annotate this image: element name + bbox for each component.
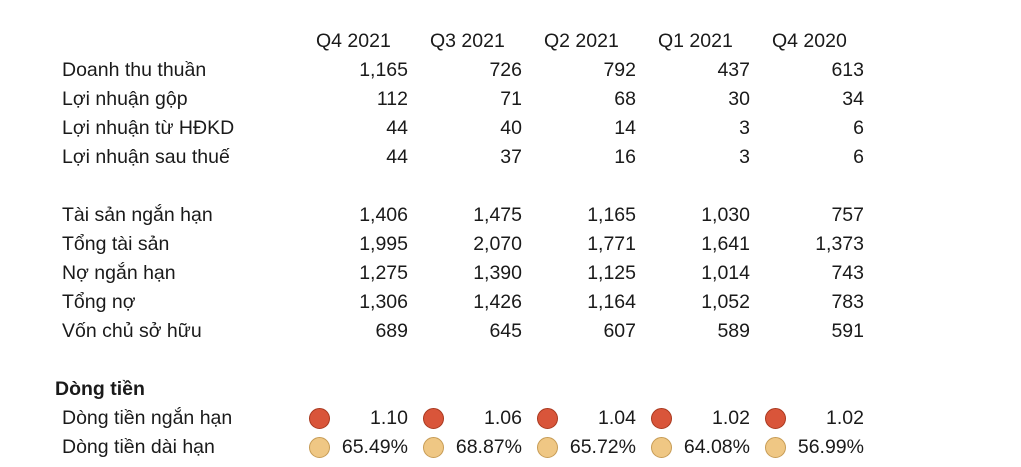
row-value: 3 [739, 117, 750, 139]
red-circle-icon [765, 408, 786, 429]
row-value: 783 [831, 291, 864, 313]
row-label: Tổng nợ [62, 291, 136, 313]
red-circle-icon [423, 408, 444, 429]
row-value: 2,070 [473, 233, 522, 255]
table-row: Vốn chủ sở hữu 689 645 607 589 591 [0, 317, 1021, 346]
row-value: 30 [728, 88, 750, 110]
row-value: 112 [376, 88, 408, 110]
row-value: 1,771 [587, 233, 636, 255]
row-value: 591 [831, 320, 864, 342]
row-value: 743 [831, 262, 864, 284]
row-value: 589 [717, 320, 750, 342]
row-value: 1,995 [359, 233, 408, 255]
tan-circle-icon [651, 437, 672, 458]
row-value: 1,030 [701, 204, 750, 226]
row-value: 64.08% [683, 436, 750, 458]
red-circle-icon [537, 408, 558, 429]
row-label: Dòng tiền ngắn hạn [62, 407, 233, 429]
row-value: 1,406 [359, 204, 408, 226]
row-value: 726 [489, 59, 522, 81]
row-value: 68 [614, 88, 636, 110]
section-header-row: Dòng tiền [0, 375, 1021, 404]
row-value: 68.87% [455, 436, 522, 458]
row-value: 1,641 [701, 233, 750, 255]
column-header: Q4 2021 [316, 30, 391, 52]
row-value: 34 [842, 88, 864, 110]
row-value: 65.72% [569, 436, 636, 458]
row-value: 645 [489, 320, 522, 342]
column-header: Q4 2020 [772, 30, 847, 52]
row-value: 613 [831, 59, 864, 81]
row-value: 1,165 [587, 204, 636, 226]
row-value: 792 [603, 59, 636, 81]
table-row: Dòng tiền dài hạn 65.49% 68.87% 65.72% 6… [0, 433, 1021, 462]
row-value: 1.10 [370, 407, 408, 429]
row-value: 1.02 [826, 407, 864, 429]
row-value: 44 [386, 146, 408, 168]
table-row: Nợ ngắn hạn 1,275 1,390 1,125 1,014 743 [0, 259, 1021, 288]
red-circle-icon [651, 408, 672, 429]
table-row: Dòng tiền ngắn hạn 1.10 1.06 1.04 1.02 1… [0, 404, 1021, 433]
row-value: 6 [853, 117, 864, 139]
row-label: Lợi nhuận gộp [62, 88, 188, 110]
row-value: 56.99% [797, 436, 864, 458]
row-value: 1.04 [598, 407, 636, 429]
row-value: 1,165 [359, 59, 408, 81]
column-header: Q2 2021 [544, 30, 619, 52]
row-value: 16 [614, 146, 636, 168]
row-value: 1.02 [712, 407, 750, 429]
row-value: 1,164 [587, 291, 636, 313]
row-label: Lợi nhuận sau thuế [62, 146, 230, 168]
table-row: Tài sản ngắn hạn 1,406 1,475 1,165 1,030… [0, 201, 1021, 230]
row-value: 1,426 [473, 291, 522, 313]
row-value: 437 [717, 59, 750, 81]
row-value: 1.06 [484, 407, 522, 429]
row-value: 3 [739, 146, 750, 168]
row-label: Dòng tiền dài hạn [62, 436, 215, 458]
row-value: 37 [500, 146, 522, 168]
tan-circle-icon [537, 437, 558, 458]
row-value: 40 [500, 117, 522, 139]
row-value: 6 [853, 146, 864, 168]
row-value: 689 [375, 320, 408, 342]
row-value: 1,052 [701, 291, 750, 313]
row-value: 14 [614, 117, 636, 139]
row-label: Nợ ngắn hạn [62, 262, 176, 284]
row-value: 1,475 [473, 204, 522, 226]
tan-circle-icon [309, 437, 330, 458]
row-value: 1,306 [359, 291, 408, 313]
row-value: 1,373 [815, 233, 864, 255]
table-row: Lợi nhuận từ HĐKD 44 40 14 3 6 [0, 114, 1021, 143]
row-value: 1,125 [587, 262, 636, 284]
tan-circle-icon [423, 437, 444, 458]
row-label: Tài sản ngắn hạn [62, 204, 213, 226]
row-label: Doanh thu thuần [62, 59, 207, 81]
table-row: Tổng nợ 1,306 1,426 1,164 1,052 783 [0, 288, 1021, 317]
row-label: Tổng tài sản [62, 233, 170, 255]
row-label: Vốn chủ sở hữu [62, 320, 202, 342]
header-row: Q4 2021 Q3 2021 Q2 2021 Q1 2021 Q4 2020 [0, 27, 1021, 56]
tan-circle-icon [765, 437, 786, 458]
table-row: Lợi nhuận sau thuế 44 37 16 3 6 [0, 143, 1021, 172]
row-value: 607 [603, 320, 636, 342]
column-header: Q3 2021 [430, 30, 505, 52]
table-row: Tổng tài sản 1,995 2,070 1,771 1,641 1,3… [0, 230, 1021, 259]
row-value: 71 [500, 88, 522, 110]
row-value: 1,275 [359, 262, 408, 284]
table-row: Lợi nhuận gộp 112 71 68 30 34 [0, 85, 1021, 114]
row-value: 1,014 [701, 262, 750, 284]
row-value: 757 [831, 204, 864, 226]
row-value: 1,390 [473, 262, 522, 284]
red-circle-icon [309, 408, 330, 429]
row-value: 65.49% [341, 436, 408, 458]
column-header: Q1 2021 [658, 30, 733, 52]
section-title: Dòng tiền [55, 378, 145, 400]
table-row: Doanh thu thuần 1,165 726 792 437 613 [0, 56, 1021, 85]
row-value: 44 [386, 117, 408, 139]
row-label: Lợi nhuận từ HĐKD [62, 117, 235, 139]
